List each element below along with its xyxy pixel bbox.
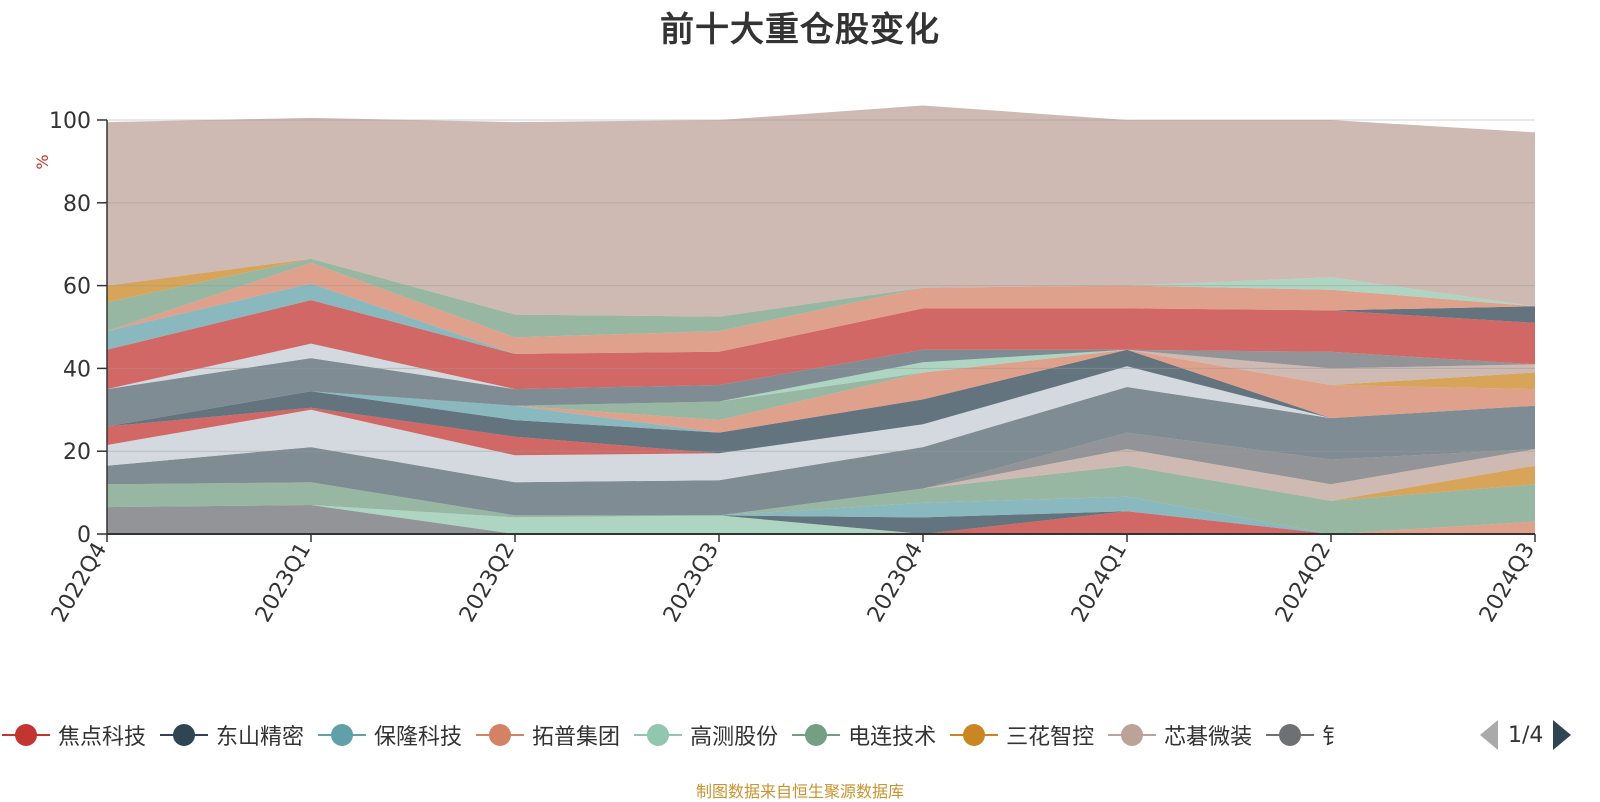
- x-tick-label: 2024Q2: [1271, 539, 1336, 627]
- legend-label: 保隆科技: [374, 725, 463, 750]
- y-tick-label: 20: [63, 440, 91, 465]
- legend-label: 焦点科技: [58, 725, 147, 750]
- source-note: 制图数据来自恒生聚源数据库: [695, 782, 904, 801]
- grid-lines: [107, 119, 1535, 452]
- area-series-23: [107, 300, 1535, 390]
- area-series-2: [107, 505, 1535, 534]
- legend-page-indicator: 1/4: [1508, 722, 1544, 748]
- chart-area: 0 20 40 60 80 100 2022Q4 2023Q1 2023Q2 2023Q3 2023…: [33, 105, 1540, 627]
- legend-marker-icon: [950, 723, 999, 747]
- area-series-5: [107, 496, 1535, 534]
- area-series-20: [107, 349, 1535, 427]
- y-tick-label: 100: [49, 109, 91, 134]
- x-tick-label: 2023Q2: [455, 539, 520, 627]
- area-series-10: [107, 387, 1535, 516]
- x-tick-label: 2022Q4: [47, 539, 112, 627]
- legend-marker-icon: [1266, 723, 1315, 747]
- area-series-16: [107, 349, 1535, 427]
- area-series-25: [107, 283, 1535, 354]
- area-series-3: [107, 505, 1535, 534]
- area-series-1: [107, 505, 1535, 534]
- y-tick-label: 60: [63, 275, 91, 300]
- x-tick-label: 2024Q1: [1067, 539, 1132, 627]
- legend-item[interactable]: 电连技术: [792, 719, 936, 751]
- legend-item[interactable]: 焦点科技: [2, 719, 146, 751]
- area-series-30: [107, 105, 1535, 317]
- area-series-11: [107, 366, 1535, 483]
- y-axis-label: %: [33, 154, 52, 169]
- legend-marker-icon: [2, 723, 50, 747]
- area-series-group: [107, 105, 1535, 534]
- area-series-28: [107, 258, 1535, 338]
- y-tick-label: 0: [77, 523, 91, 548]
- legend-label: 东山精密: [216, 725, 305, 750]
- legend-row: 焦点科技 东山精密 保隆科技 拓普集团 高测股份 电连技术 三花智控 芯碁微装 钅: [2, 715, 1358, 755]
- y-tick-label: 40: [63, 357, 91, 382]
- legend-label: 高测股份: [690, 725, 779, 750]
- area-series-26: [107, 262, 1535, 354]
- legend-marker-icon: [792, 723, 841, 747]
- legend-pager: 1/4: [1480, 715, 1572, 755]
- legend-label: 三花智控: [1006, 725, 1095, 750]
- x-tick-label: 2024Q3: [1475, 539, 1540, 627]
- area-series-6: [107, 465, 1535, 534]
- legend-next-arrow-icon[interactable]: [1553, 720, 1572, 750]
- x-tick-label: 2023Q1: [251, 539, 316, 627]
- x-tick-label: 2023Q4: [863, 539, 928, 627]
- legend-label: 拓普集团: [532, 725, 621, 750]
- legend-item[interactable]: 东山精密: [160, 719, 304, 751]
- area-series-9: [107, 432, 1535, 516]
- legend-marker-icon: [318, 723, 367, 747]
- legend-item[interactable]: 芯碁微装: [1108, 719, 1252, 751]
- area-series-14: [107, 349, 1535, 433]
- legend: 焦点科技 东山精密 保隆科技 拓普集团 高测股份 电连技术 三花智控 芯碁微装 钅: [0, 715, 1478, 755]
- legend-marker-icon: [1108, 723, 1157, 747]
- area-series-8: [107, 449, 1535, 516]
- legend-prev-arrow-icon[interactable]: [1480, 720, 1498, 750]
- legend-label: 芯碁微装: [1164, 725, 1253, 750]
- x-tick-label: 2023Q3: [659, 539, 724, 627]
- area-series-13: [107, 349, 1535, 454]
- axes: [97, 119, 1536, 542]
- legend-item[interactable]: 三花智控: [950, 719, 1094, 751]
- area-series-21: [107, 349, 1535, 427]
- legend-item[interactable]: 钅: [1266, 719, 1344, 751]
- legend-marker-icon: [160, 723, 209, 747]
- legend-marker-icon: [634, 723, 683, 747]
- legend-item[interactable]: 拓普集团: [476, 719, 620, 751]
- area-series-12: [107, 366, 1535, 456]
- legend-label: 钅: [1322, 725, 1345, 750]
- y-tick-label: 80: [63, 192, 91, 217]
- legend-item[interactable]: 高测股份: [634, 719, 778, 751]
- legend-marker-icon: [476, 723, 525, 747]
- area-series-4: [107, 505, 1535, 534]
- chart-title: 前十大重仓股变化: [660, 10, 940, 50]
- legend-label: 电连技术: [848, 725, 937, 750]
- legend-item[interactable]: 保隆科技: [318, 719, 462, 751]
